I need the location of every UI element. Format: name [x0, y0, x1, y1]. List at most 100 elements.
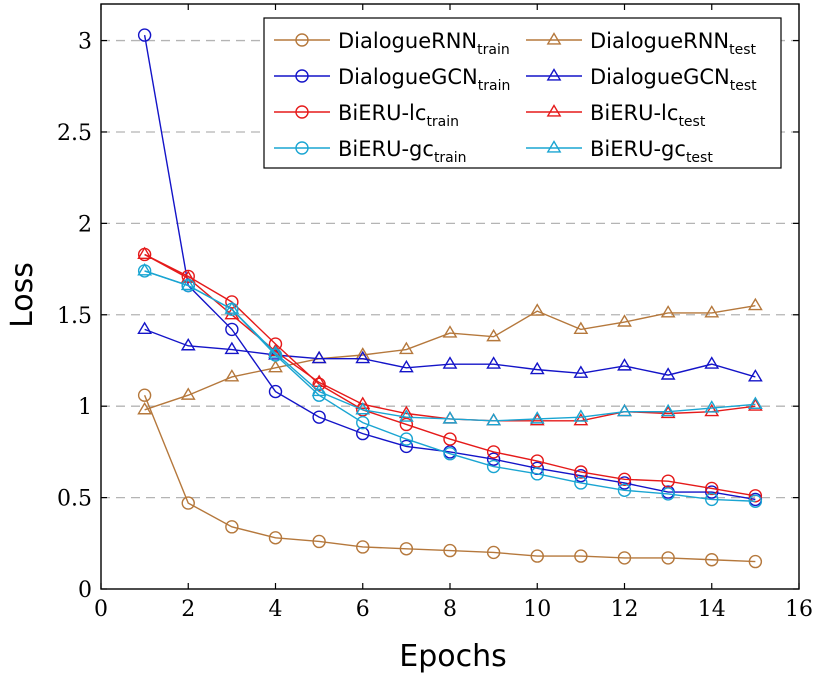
data-point: [660, 305, 676, 318]
data-point: [486, 412, 502, 426]
legend-label-name: BiERU-gc: [590, 137, 686, 161]
legend-label-name: DialogueGCN: [590, 65, 730, 89]
data-point: [355, 350, 371, 364]
y-axis-title: Loss: [5, 262, 40, 328]
data-point: [617, 403, 632, 417]
data-point: [137, 28, 152, 42]
series-line: [144, 328, 756, 378]
data-point: [137, 401, 153, 415]
data-point: [661, 487, 675, 501]
data-point: [617, 472, 632, 487]
data-point: [137, 246, 153, 260]
x-tick-label: 6: [356, 597, 370, 622]
legend-label-name: DialogueGCN: [338, 65, 478, 89]
data-point: [574, 468, 588, 483]
data-point: [748, 494, 763, 508]
legend-marker: [295, 105, 309, 119]
axes-layer: 0 2 4 6 8 10 12 14 16 0 0.5 1 1.5 2 2.5 3: [57, 3, 813, 622]
series-line: [144, 304, 756, 411]
data-point: [704, 356, 720, 369]
data-point: [443, 447, 457, 461]
legend: DialogueRNNtrain DialogueRNNtestDialogueG…: [263, 17, 782, 169]
data-point: [398, 359, 414, 373]
data-point: [268, 345, 283, 358]
data-point: [574, 476, 588, 490]
data-point: [398, 409, 414, 422]
data-point: [747, 369, 763, 382]
data-point: [529, 411, 545, 424]
data-point: [574, 465, 588, 479]
y-tick-label: 0: [78, 578, 92, 603]
legend-item-bieru-lc-train: BiERU-lctrain: [274, 101, 459, 130]
data-point: [137, 263, 153, 276]
legend-marker: [295, 33, 309, 47]
series-bieru-gc-train: [137, 264, 763, 508]
data-point: [486, 412, 502, 426]
data-point: [137, 321, 153, 335]
data-point: [268, 531, 283, 545]
data-point: [442, 325, 458, 338]
data-point: [486, 459, 501, 474]
data-point: [704, 403, 720, 417]
data-point: [180, 387, 196, 400]
data-point: [530, 454, 544, 468]
series-dialoguernn-train: [137, 388, 763, 569]
legend-marker: [295, 69, 309, 83]
legend-item-bieru-gc-test: BiERU-gctest: [526, 137, 713, 166]
data-point: [311, 350, 327, 364]
series-layer: [137, 28, 763, 569]
data-point: [486, 356, 502, 369]
data-point: [529, 303, 545, 316]
series-line: [143, 34, 756, 501]
legend-item-bieru-gc-train: BiERU-gctrain: [274, 137, 467, 166]
legend-label-subscript: test: [729, 42, 756, 58]
x-tick-label: 10: [523, 597, 551, 622]
data-point: [399, 439, 414, 454]
legend-item-dialoguernn-train: DialogueRNNtrain: [274, 29, 510, 58]
legend-label-subscript: train: [434, 150, 467, 166]
data-point: [486, 328, 502, 342]
data-point: [312, 410, 326, 424]
x-tick-label: 8: [443, 597, 457, 622]
data-point: [705, 553, 719, 567]
data-point: [180, 270, 196, 283]
data-point: [573, 409, 589, 422]
legend-marker: [546, 104, 562, 117]
data-point: [530, 549, 544, 563]
y-tick-label: 2.5: [57, 121, 92, 146]
series-line: [144, 270, 756, 422]
legend-label-subscript: test: [678, 114, 705, 130]
series-bieru-gc-test: [137, 263, 763, 426]
x-tick-label: 4: [269, 597, 283, 622]
legend-item-dialoguegcn-test: DialogueGCNtest: [526, 65, 757, 94]
x-tick-label: 0: [94, 597, 108, 622]
y-tick-label: 3: [78, 30, 92, 55]
y-tick-label: 1: [78, 395, 92, 420]
legend-marker: [546, 32, 562, 45]
data-point: [398, 341, 414, 355]
y-tick-label: 1.5: [57, 304, 92, 329]
data-point: [486, 445, 501, 459]
data-point: [268, 337, 283, 351]
x-tick-label: 14: [698, 597, 726, 622]
legend-item-dialoguegcn-train: DialogueGCNtrain: [274, 65, 510, 94]
legend-marker: [546, 68, 562, 81]
data-point: [748, 554, 763, 569]
data-point: [442, 411, 458, 424]
data-point: [225, 520, 239, 534]
data-point: [180, 337, 196, 351]
data-point: [443, 432, 457, 446]
data-point: [661, 551, 675, 565]
series-line: [144, 253, 756, 497]
legend-label-subscript: test: [730, 78, 757, 94]
series-dialoguegcn-test: [137, 321, 763, 382]
legend-label-subscript: train: [426, 114, 459, 130]
x-tick-label: 16: [785, 597, 813, 622]
legend-label-name: BiERU-lc: [338, 101, 426, 125]
data-point: [705, 481, 719, 496]
data-point: [748, 489, 763, 503]
series-line: [143, 394, 756, 563]
data-point: [311, 383, 327, 397]
data-point: [747, 297, 763, 311]
